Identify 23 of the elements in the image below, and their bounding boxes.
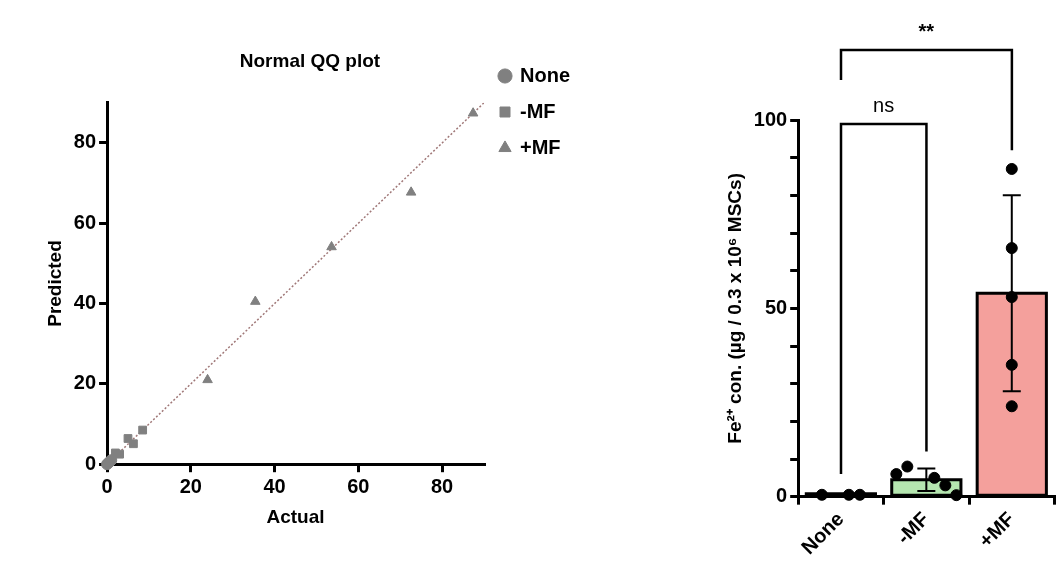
chart-title: Normal QQ plot — [239, 49, 381, 71]
legend-label: +MF — [520, 135, 561, 158]
text: ns — [873, 93, 895, 116]
y-tick-label: 100 — [753, 107, 788, 130]
x-tick-label: 60 — [347, 474, 370, 497]
x-tick-label: 80 — [430, 474, 454, 497]
text: ** — [918, 19, 935, 42]
y-axis-title: Predicted — [43, 240, 65, 327]
x-tick-label: 0 — [101, 474, 113, 497]
x-tick-label: -MF — [892, 507, 934, 549]
x-tick-label: 20 — [179, 474, 202, 497]
y-axis-title: Fe²⁺ con. (µg / 0.3 x 10⁶ MSCs) — [723, 173, 745, 444]
legend-label: -MF — [520, 99, 556, 122]
y-tick-label: 80 — [73, 130, 97, 153]
legend-label: None — [520, 63, 570, 86]
y-tick-label: 50 — [764, 295, 788, 318]
x-tick-label: 40 — [263, 474, 286, 497]
y-tick-label: 0 — [84, 451, 97, 474]
y-tick-label: 40 — [73, 291, 97, 314]
x-axis-title: Actual — [266, 505, 325, 527]
x-tick-label: +MF — [974, 507, 1019, 552]
y-tick-label: 60 — [73, 210, 97, 233]
y-tick-label: 20 — [73, 371, 97, 394]
